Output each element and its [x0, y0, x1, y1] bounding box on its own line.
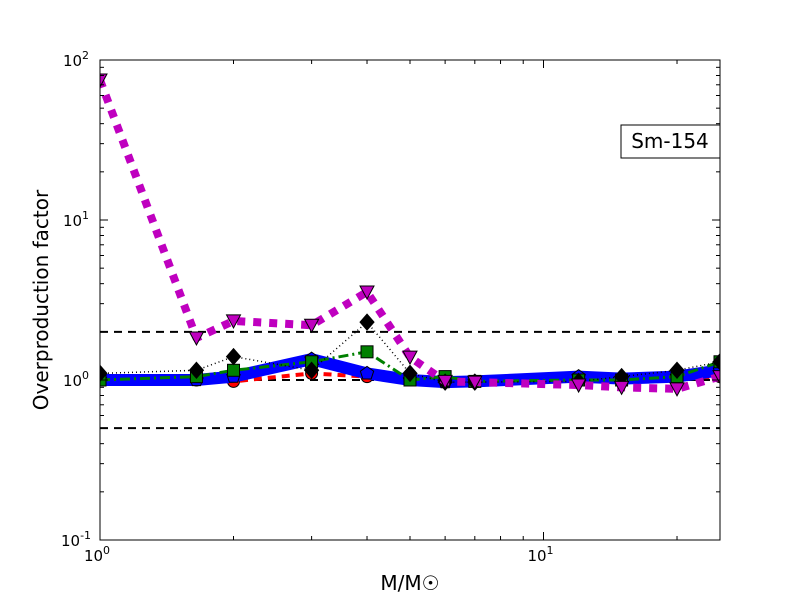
data-point	[359, 365, 375, 380]
data-point	[359, 285, 375, 301]
data-point	[303, 318, 320, 334]
data-point	[613, 380, 630, 396]
data-point	[669, 382, 685, 397]
series-magenta	[100, 73, 720, 397]
data-point	[100, 73, 108, 89]
data-point	[669, 361, 685, 380]
data-point	[402, 350, 418, 366]
y-tick-exponent: 1	[82, 209, 89, 222]
annotation-text: Sm-154	[631, 129, 709, 153]
data-point	[360, 345, 374, 359]
annotation-box: Sm-154	[620, 124, 721, 159]
y-tick-exponent: 2	[82, 49, 89, 62]
x-tick-exponent: 1	[547, 544, 554, 557]
y-tick-label: 101	[63, 209, 89, 230]
y-tick-exponent: -1	[80, 529, 91, 542]
y-tick-label: 102	[63, 49, 89, 70]
data-point	[303, 361, 320, 380]
data-point	[225, 314, 242, 329]
x-tick-label: 100	[84, 544, 110, 565]
y-tick-label: 100	[63, 369, 89, 390]
data-point	[188, 361, 205, 380]
data-point	[100, 364, 108, 383]
data-point	[402, 364, 418, 383]
data-point	[712, 353, 720, 371]
data-point	[225, 347, 242, 366]
y-tick-exponent: 0	[82, 369, 89, 382]
data-point	[437, 374, 453, 390]
data-point	[359, 313, 375, 331]
data-point	[570, 378, 587, 394]
x-axis-label: M/M☉	[380, 571, 439, 595]
series-line-magenta	[100, 78, 720, 393]
x-tick-label: 101	[527, 544, 553, 565]
x-tick-exponent: 0	[103, 544, 110, 557]
data-point	[227, 363, 241, 377]
y-axis-label: Overproduction factor	[29, 189, 53, 410]
data-point	[466, 375, 483, 391]
data-point	[188, 331, 205, 347]
